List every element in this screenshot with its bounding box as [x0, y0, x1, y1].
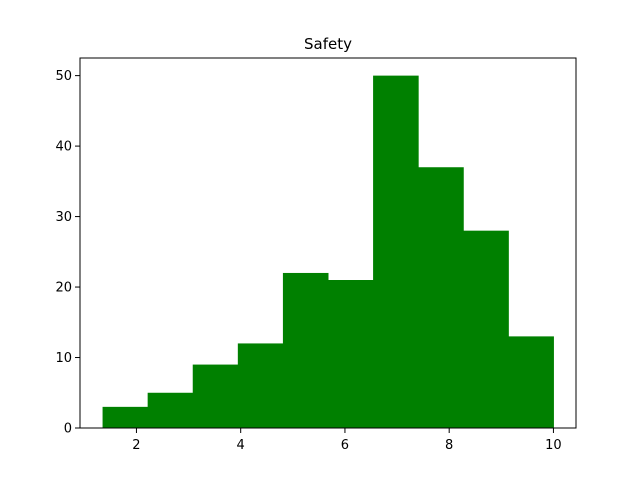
x-tick-label: 10 [545, 438, 562, 453]
y-tick-label: 30 [55, 210, 72, 225]
chart-title: Safety [304, 35, 352, 53]
y-tick-label: 10 [55, 351, 72, 366]
x-tick-label: 8 [445, 438, 453, 453]
histogram-bar [192, 364, 239, 428]
y-axis: 0 10 20 30 40 50 [55, 69, 80, 437]
histogram-bar [418, 167, 464, 428]
histogram-bar [147, 392, 194, 428]
bars-group [102, 75, 554, 428]
y-tick-label: 40 [55, 140, 72, 155]
y-tick-label: 50 [55, 69, 72, 84]
histogram-bar [328, 280, 374, 428]
x-tick-label: 2 [132, 438, 140, 453]
y-tick-label: 20 [55, 281, 72, 296]
x-tick-label: 6 [341, 438, 349, 453]
histogram-bar [373, 75, 419, 428]
x-tick-label: 4 [237, 438, 245, 453]
histogram-bar [102, 406, 149, 428]
histogram-bar [508, 336, 554, 428]
histogram-bar [282, 272, 329, 428]
histogram-bar [463, 230, 509, 428]
y-tick-label: 0 [64, 422, 72, 437]
plot-frame [79, 57, 577, 429]
x-axis: 2 4 6 8 10 [132, 428, 562, 453]
histogram-bar [237, 343, 284, 428]
